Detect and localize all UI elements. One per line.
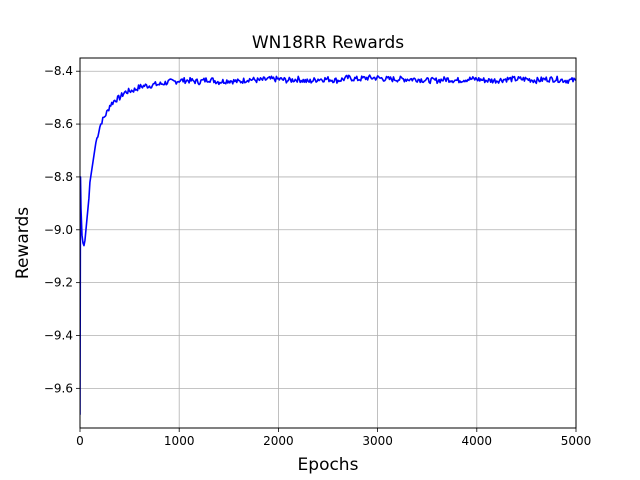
y-tick-label: −9.6 [44,381,73,395]
y-tick-label: −8.6 [44,117,73,131]
y-axis-label: Rewards [13,207,33,279]
x-tick-label: 1000 [164,434,195,448]
y-tick-label: −9.0 [44,223,73,237]
axes-frame [79,57,577,429]
chart-title: WN18RR Rewards [252,33,404,53]
y-tick-label: −9.2 [44,276,73,290]
y-tick-label: −8.4 [44,64,73,78]
x-tick-label: 0 [76,434,84,448]
ticks: 0 1000 2000 3000 4000 5000 −9.6 −9.4 −9.2 −9.0 −8.… [44,64,591,448]
x-tick-label: 5000 [561,434,592,448]
y-tick-label: −9.4 [44,329,73,343]
x-tick-label: 2000 [263,434,294,448]
y-tick-label: −8.8 [44,170,73,184]
x-tick-label: 3000 [362,434,393,448]
series-line [80,74,576,415]
x-axis-label: Epochs [298,455,359,475]
x-tick-label: 4000 [462,434,493,448]
